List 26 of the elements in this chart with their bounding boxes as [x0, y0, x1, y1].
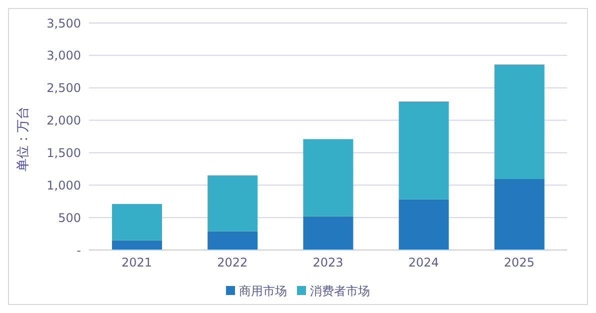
x-tick-label: 2021: [122, 256, 152, 270]
bar: [494, 178, 544, 250]
y-tick-label: 500: [58, 210, 81, 225]
y-tick-label: 1,000: [46, 178, 81, 192]
legend-label: 商用市场: [239, 284, 287, 298]
y-tick-label: 3,500: [46, 16, 81, 30]
bar: [208, 175, 258, 232]
y-tick-label: 2,500: [46, 81, 81, 96]
legend-label: 消费者市场: [310, 284, 370, 298]
bar: [208, 231, 258, 250]
x-tick-label: 2025: [504, 256, 534, 270]
x-tick-label: 2022: [217, 256, 248, 270]
bar: [112, 204, 162, 240]
y-tick-label: 3,000: [46, 48, 81, 63]
y-tick-label: 2,000: [46, 114, 81, 128]
bar: [398, 101, 449, 200]
y-tick-label: 1,500: [46, 146, 81, 160]
bar: [494, 64, 544, 179]
y-axis-title: 单位：万台: [15, 106, 32, 172]
y-tick-label: -: [76, 243, 81, 258]
x-tick-label: 2023: [312, 256, 344, 270]
x-tick-label: 2024: [408, 256, 439, 270]
bar: [398, 199, 449, 250]
bar: [303, 139, 354, 216]
bar: [303, 216, 354, 250]
bar: [112, 240, 162, 250]
